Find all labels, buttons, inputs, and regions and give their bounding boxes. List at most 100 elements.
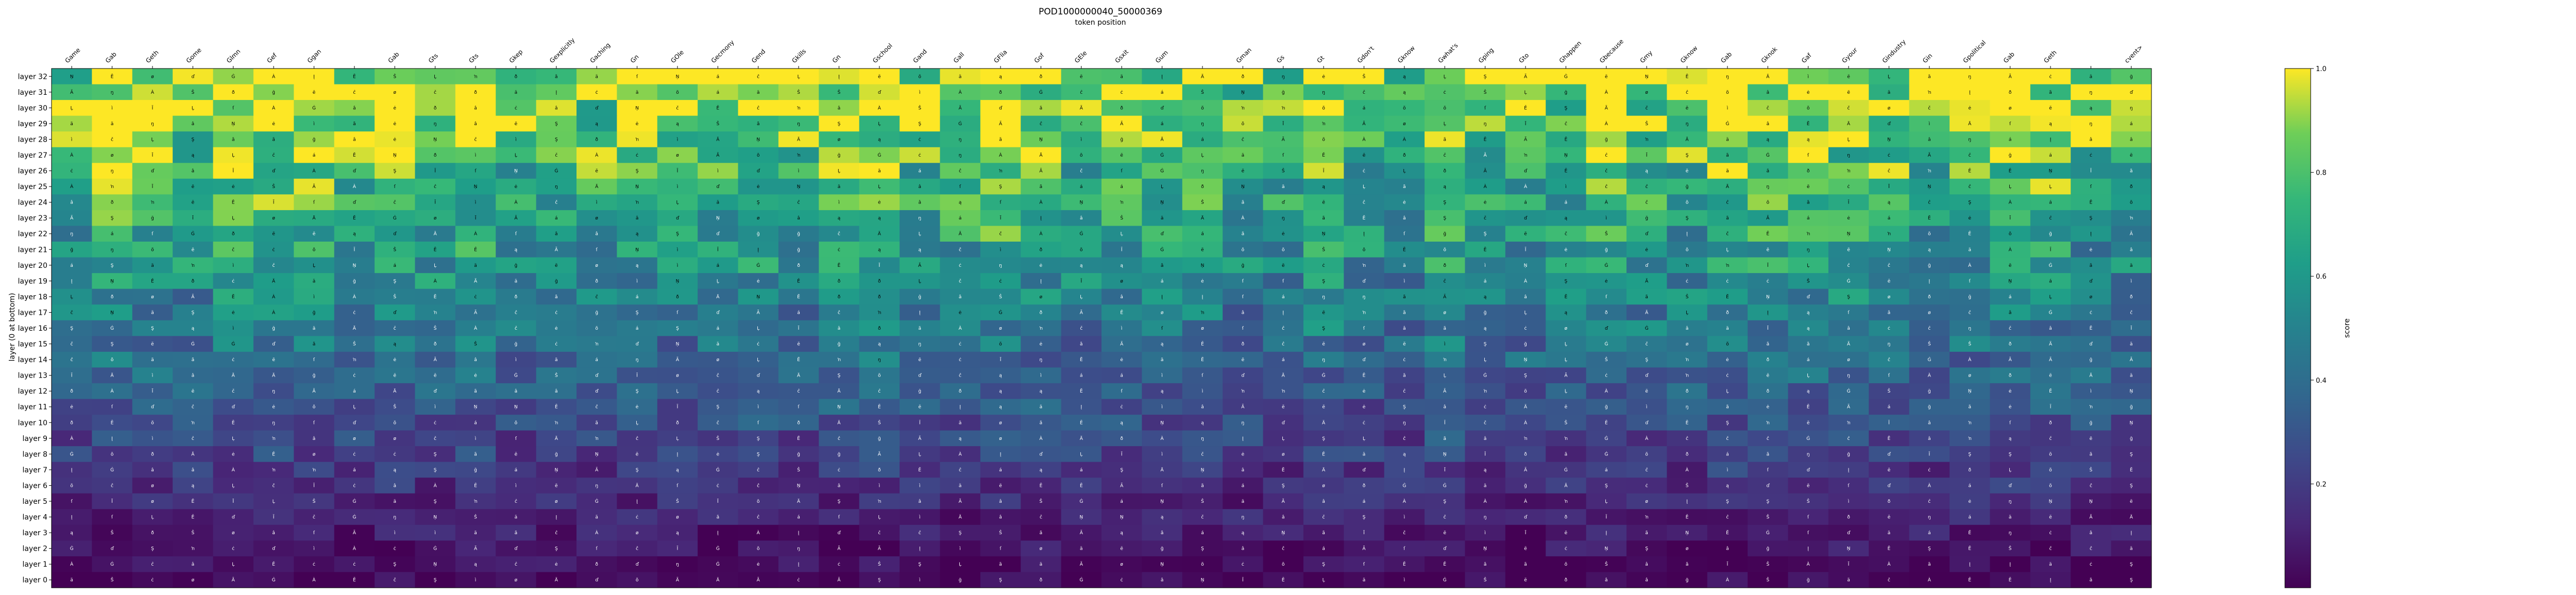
cell-token-label: Į [71,279,73,284]
cell-token-label: ĉ [434,184,436,190]
cell-token-label: ã [1928,74,1931,79]
heatmap-cell [1021,163,1062,179]
cell-token-label: Ä [312,215,316,221]
heatmap-cell [1707,194,1748,211]
cell-token-label: Ŝ [353,341,356,347]
cell-token-label: Ş [959,531,962,536]
cell-token-label: ď [272,169,276,174]
heatmap-cell [859,163,900,179]
heatmap-cell [132,84,173,100]
heatmap-cell [52,178,92,195]
cell-token-label: â [838,483,841,488]
heatmap-cell [1303,194,1344,211]
heatmap-cell [536,69,577,85]
cell-token-label: Ŝ [878,561,881,567]
heatmap-cell [1425,115,1465,132]
cell-token-label: Ī [1323,168,1325,174]
cell-token-label: ä [1242,499,1245,504]
cell-token-label: Į [1767,310,1769,315]
heatmap-cell [940,163,981,179]
cell-token-label: Ä [878,231,882,237]
cell-token-label: á [1605,468,1608,473]
cell-token-label: č [2130,310,2132,315]
cell-token-label: ğ [797,247,800,252]
heatmap-cell [1384,100,1425,116]
heatmap-cell [1182,131,1223,148]
cell-token-label: Ġ [191,342,195,347]
cell-token-label: ŉ [1241,106,1245,111]
cell-token-label: ċ [1403,358,1405,363]
cell-token-label: ã [474,452,477,457]
cell-token-label: ã [2049,90,2052,95]
cell-token-label: ð [999,90,1002,95]
cell-token-label: Ī [152,105,154,111]
cell-token-label: ŉ [796,153,800,158]
cell-token-label: Ļ [71,106,73,111]
heatmap-cell [778,84,819,100]
cell-token-label: ğ [2130,436,2133,441]
cell-token-label: ä [394,499,397,504]
cell-token-label: č [1888,263,1890,268]
cell-token-label: À [2009,199,2012,206]
cell-token-label: õ [515,420,518,426]
cell-token-label: Ş [1484,342,1487,347]
heatmap-cell [1950,84,1990,100]
heatmap-cell [1021,257,1062,274]
heatmap-cell [698,178,739,195]
heatmap-cell [1869,163,1910,179]
cell-token-label: ë [313,90,316,95]
heatmap-cell [2071,100,2112,116]
cell-token-label: ø [1565,326,1568,331]
cell-token-label: ì [394,531,396,536]
cell-token-label: õ [1767,200,1770,206]
heatmap-cell [1465,226,1506,242]
cell-token-label: ì [515,137,517,142]
heatmap-cell [1990,69,2031,85]
cell-token-label: ĉ [555,530,557,536]
heatmap-cell [1828,69,1869,85]
cell-token-label: ã [1726,153,1729,158]
cell-token-label: Ĕ [474,246,477,252]
cell-token-label: Ĕ [1120,309,1123,315]
cell-token-label: Ä [716,294,720,300]
cell-token-label: Į [71,515,73,520]
cell-token-label: Ä [1847,121,1851,127]
cell-token-label: Ĕ [111,73,114,79]
cell-token-label: ė [1403,200,1406,206]
heatmap-cell [1869,131,1910,148]
heatmap-cell [698,242,739,258]
cell-token-label: â [192,373,195,379]
cell-token-label: Ş [1120,468,1123,473]
cell-token-label: À [474,231,478,237]
cell-token-label: Ġ [514,373,518,379]
cell-token-label: â [838,106,841,111]
cell-token-label: ą [1807,137,1810,142]
heatmap-cell [1344,194,1385,211]
cell-token-label: ſ [959,184,961,190]
cell-token-label: ë [1443,531,1446,536]
cell-token-label: Ã [191,294,195,300]
cell-token-label: Ī [1121,451,1123,457]
cell-token-label: ą [353,232,356,237]
heatmap-cell [1061,242,1102,258]
cell-token-label: Ġ [1645,326,1649,331]
heatmap-cell [132,242,173,258]
heatmap-cell [900,210,940,226]
cell-token-label: ë [555,263,558,268]
heatmap-cell [2030,194,2071,211]
cell-token-label: ď [878,90,882,95]
cell-token-label: Ã [1484,168,1487,174]
cell-token-label: À [434,482,437,488]
y-tick-label: layer 21 [18,246,47,254]
cell-token-label: Ä [716,137,720,142]
cell-token-label: á [717,90,720,95]
cell-token-label: õ [1242,247,1245,252]
cell-token-label: ë [1807,184,1810,190]
cell-token-label: ď [1888,122,1891,127]
cell-token-label: ĉ [2090,483,2092,488]
cell-token-label: ė [393,106,396,111]
cell-token-label: Ļ [676,200,679,206]
cell-token-label: Ļ [2049,184,2052,190]
cell-token-label: ì [798,169,800,174]
cell-token-label: À [1685,467,1689,473]
